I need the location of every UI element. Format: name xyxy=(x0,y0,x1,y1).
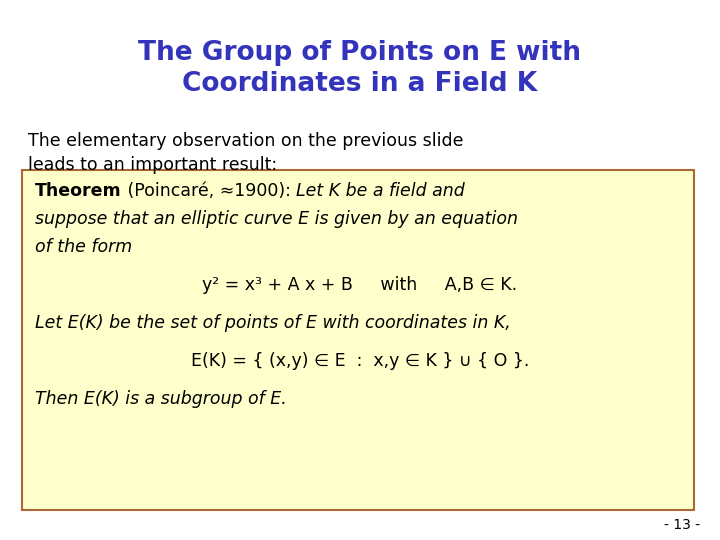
Text: Then E(K) is a subgroup of E.: Then E(K) is a subgroup of E. xyxy=(35,390,287,408)
Text: (Poincaré, ≈1900):: (Poincaré, ≈1900): xyxy=(122,182,296,200)
Text: suppose that an elliptic curve E is given by an equation: suppose that an elliptic curve E is give… xyxy=(35,210,518,228)
Text: The Group of Points on E with
Coordinates in a Field K: The Group of Points on E with Coordinate… xyxy=(138,40,582,97)
Text: - 13 -: - 13 - xyxy=(664,518,700,532)
Text: y² = x³ + A x + B     with     A,B ∈ K.: y² = x³ + A x + B with A,B ∈ K. xyxy=(202,276,518,294)
Text: of the form: of the form xyxy=(35,238,132,256)
Text: Theorem: Theorem xyxy=(35,182,122,200)
FancyBboxPatch shape xyxy=(22,170,694,510)
Text: The elementary observation on the previous slide
leads to an important result:: The elementary observation on the previo… xyxy=(28,132,464,174)
Text: E(K) = { (x,y) ∈ E  :  x,y ∈ K } ∪ { O }.: E(K) = { (x,y) ∈ E : x,y ∈ K } ∪ { O }. xyxy=(191,352,529,370)
Text: Let E(K) be the set of points of E with coordinates in K,: Let E(K) be the set of points of E with … xyxy=(35,314,510,332)
Text: Let K be a field and: Let K be a field and xyxy=(296,182,464,200)
